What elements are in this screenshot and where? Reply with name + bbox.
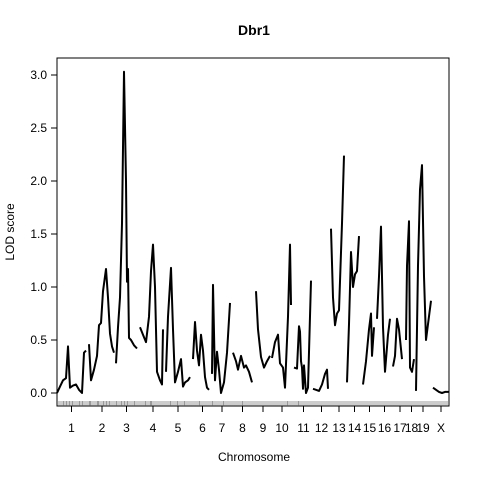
lod-curve-chr-2	[88, 268, 115, 382]
lod-curve-chr-18	[405, 220, 415, 373]
lod-curve-chr-8	[232, 352, 253, 383]
lod-curve-chr-11	[293, 280, 312, 394]
lod-curve-chr-19	[415, 164, 432, 391]
lod-curve-chr-17	[392, 317, 403, 367]
y-tick-label: 2.5	[30, 121, 47, 135]
lod-curve-chr-3	[115, 70, 138, 364]
x-tick-label: 8	[239, 421, 246, 435]
y-tick-label: 1.0	[30, 280, 47, 294]
y-tick-label: 0.0	[30, 386, 47, 400]
lod-curve-chr-6	[192, 321, 210, 391]
x-tick-label: 10	[275, 421, 289, 435]
lod-curve-chr-7	[211, 283, 231, 394]
x-tick-label: 4	[150, 421, 157, 435]
lod-curve-chr-16	[376, 225, 391, 373]
lod-curve-chr-14	[346, 236, 360, 383]
marker-rug	[58, 401, 448, 406]
lod-curve-chr-5	[165, 266, 191, 388]
x-tick-label: 12	[315, 421, 329, 435]
y-tick-label: 0.5	[30, 333, 47, 347]
lod-curve-chr-15	[362, 312, 375, 385]
x-tick-label: 7	[219, 421, 226, 435]
x-tick-label: 19	[416, 421, 430, 435]
y-axis: 0.0 0.5 1.0 1.5 2.0 2.5 3.0	[30, 68, 57, 400]
x-tick-label: 14	[348, 421, 362, 435]
x-tick-label: 2	[99, 421, 106, 435]
x-tick-label: 11	[297, 421, 310, 435]
x-tick-label: 13	[332, 421, 346, 435]
x-tick-label: 3	[123, 421, 130, 435]
y-tick-label: 2.0	[30, 174, 47, 188]
lod-curve-chr-X	[432, 386, 449, 394]
x-tick-label: 18	[405, 421, 419, 435]
chart-title: Dbr1	[238, 22, 270, 38]
x-tick-label: 16	[378, 421, 392, 435]
x-tick-label: X	[437, 421, 445, 435]
lod-curve-chr-13	[330, 155, 345, 327]
y-tick-label: 1.5	[30, 227, 47, 241]
x-tick-label: 6	[199, 421, 206, 435]
x-axis-title: Chromosome	[218, 450, 290, 464]
y-tick-label: 3.0	[30, 68, 47, 82]
x-tick-label: 1	[68, 421, 75, 435]
x-tick-label: 5	[175, 421, 182, 435]
lod-curve-chr-10	[271, 243, 292, 389]
lod-curve-chr-1	[56, 345, 87, 394]
lod-curve-chr-12	[312, 368, 329, 392]
lod-series	[56, 70, 449, 394]
y-axis-title: LOD score	[3, 203, 17, 261]
x-tick-label: 9	[260, 421, 267, 435]
x-tick-label: 15	[363, 421, 377, 435]
lod-curve-chr-9	[255, 291, 271, 369]
x-tick-label: 17	[393, 421, 407, 435]
lod-curve-chr-4	[139, 243, 164, 386]
